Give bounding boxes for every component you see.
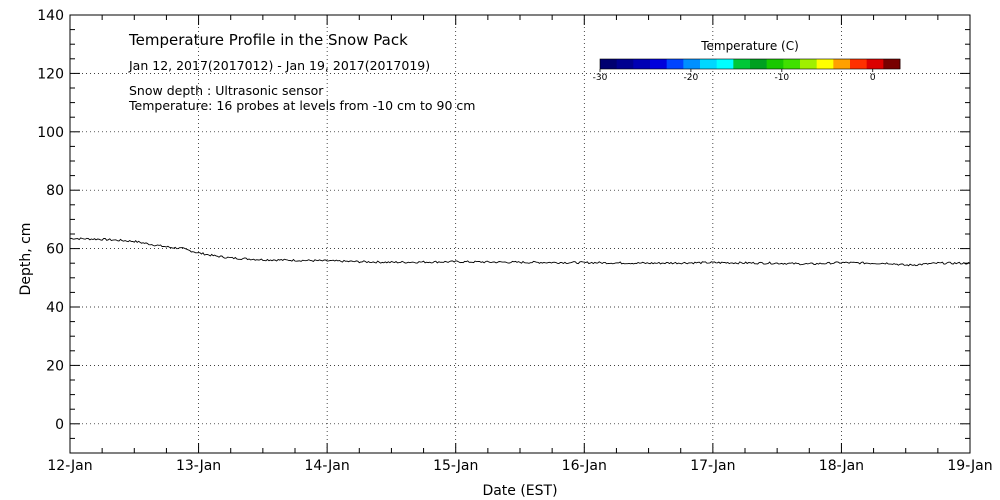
colorbar: Temperature (C) -30 -20 -10 0 <box>593 39 901 83</box>
colorbar-cell <box>850 59 868 69</box>
colorbar-cell <box>633 59 651 69</box>
colorbar-cell <box>816 59 834 69</box>
x-tick-label: 15-Jan <box>433 458 478 474</box>
colorbar-tick-label: 0 <box>870 73 876 83</box>
colorbar-cell <box>666 59 684 69</box>
colorbar-cell <box>800 59 818 69</box>
y-tick-labels: 0 20 40 60 80 100 120 140 <box>37 8 64 433</box>
snow-depth-line <box>69 237 971 267</box>
colorbar-border <box>599 58 901 70</box>
colorbar-cell <box>616 59 634 69</box>
colorbar-cell <box>866 59 884 69</box>
colorbar-cell <box>716 59 734 69</box>
colorbar-tick-label: -10 <box>774 73 789 83</box>
colorbar-tick-label: -20 <box>684 73 699 83</box>
x-tick-label: 18-Jan <box>819 458 864 474</box>
colorbar-cell <box>733 59 751 69</box>
x-tick-labels: 12-Jan 13-Jan 14-Jan 15-Jan 16-Jan 17-Jan 18-J… <box>47 458 992 474</box>
snow-depth-note: Snow depth : Ultrasonic sensor <box>129 83 324 98</box>
chart-title: Temperature Profile in the Snow Pack <box>128 31 408 49</box>
date-range-label: Jan 12, 2017(2017012) - Jan 19, 2017(201… <box>128 58 430 73</box>
x-tick-label: 13-Jan <box>176 458 221 474</box>
colorbar-title: Temperature (C) <box>700 39 799 53</box>
grid <box>70 15 970 453</box>
colorbar-tick-label: -30 <box>593 73 608 83</box>
colorbar-cell <box>750 59 768 69</box>
y-axis-label: Depth, cm <box>18 223 34 296</box>
x-tick-label: 19-Jan <box>947 458 992 474</box>
axis-ticks <box>69 14 971 454</box>
x-tick-label: 16-Jan <box>562 458 607 474</box>
y-tick-label: 100 <box>37 125 64 141</box>
x-axis-label: Date (EST) <box>482 483 557 499</box>
series-layer <box>69 237 971 267</box>
y-tick-label: 120 <box>37 66 64 82</box>
colorbar-cell <box>883 59 901 69</box>
plot-frame <box>69 14 971 454</box>
temperature-note: Temperature: 16 probes at levels from -1… <box>128 98 475 113</box>
x-tick-label: 12-Jan <box>47 458 92 474</box>
colorbar-cell <box>600 59 618 69</box>
colorbar-cell <box>766 59 784 69</box>
x-tick-label: 14-Jan <box>305 458 350 474</box>
colorbar-cell <box>783 59 801 69</box>
colorbar-cell <box>833 59 851 69</box>
colorbar-cell <box>650 59 668 69</box>
y-tick-label: 20 <box>46 358 64 374</box>
y-tick-label: 140 <box>37 8 64 24</box>
y-tick-label: 0 <box>55 417 64 433</box>
colorbar-cell <box>683 59 701 69</box>
y-tick-label: 80 <box>46 183 64 199</box>
colorbar-cell <box>700 59 718 69</box>
x-tick-label: 17-Jan <box>690 458 735 474</box>
y-tick-label: 60 <box>46 242 64 258</box>
y-tick-label: 40 <box>46 300 64 316</box>
